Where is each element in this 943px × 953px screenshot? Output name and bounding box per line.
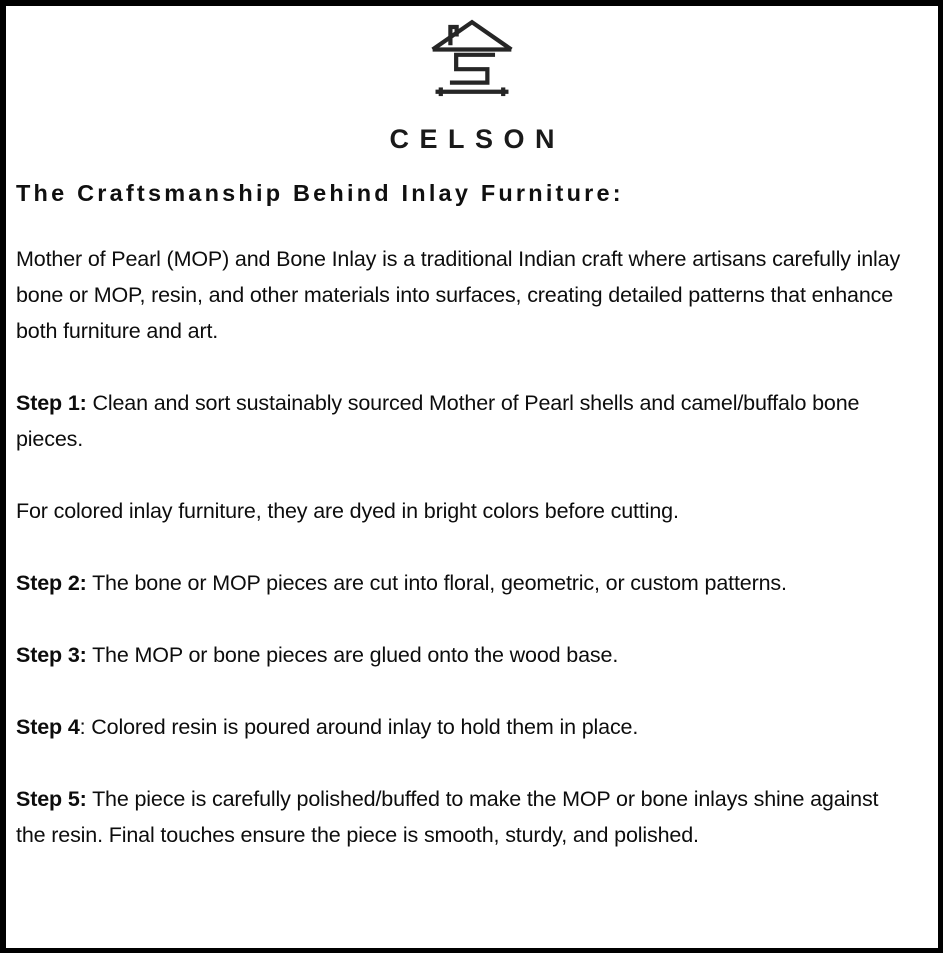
paragraph-text: Colored resin is poured around inlay to …: [85, 715, 639, 740]
paragraph-step-1: Step 1: Clean and sort sustainably sourc…: [16, 385, 906, 457]
step-label-colon: :: [79, 715, 86, 740]
paragraph-colored-note: For colored inlay furniture, they are dy…: [16, 493, 906, 529]
step-label: Step 3:: [16, 643, 87, 668]
page-title: The Craftsmanship Behind Inlay Furniture…: [16, 180, 624, 206]
paragraph-step-3: Step 3: The MOP or bone pieces are glued…: [16, 637, 906, 673]
paragraph-text: Clean and sort sustainably sourced Mothe…: [16, 391, 860, 452]
paragraph-text: The MOP or bone pieces are glued onto th…: [86, 643, 619, 668]
paragraph-step-5: Step 5: The piece is carefully polished/…: [16, 781, 906, 853]
step-label: Step 2:: [16, 571, 87, 596]
brand-header: CELSON: [6, 6, 938, 153]
step-label: Step 5:: [16, 787, 87, 812]
article-body: The Craftsmanship Behind Inlay Furniture…: [6, 179, 938, 853]
brand-wordmark: CELSON: [389, 124, 565, 154]
paragraph-step-2: Step 2: The bone or MOP pieces are cut i…: [16, 565, 906, 601]
paragraph-intro: Mother of Pearl (MOP) and Bone Inlay is …: [16, 241, 906, 349]
house-monogram-icon: [431, 19, 513, 97]
step-label: Step 4: [16, 715, 80, 740]
paragraph-text: The piece is carefully polished/buffed t…: [16, 787, 879, 848]
paragraph-text: Mother of Pearl (MOP) and Bone Inlay is …: [16, 247, 901, 344]
paragraph-text: For colored inlay furniture, they are dy…: [16, 499, 679, 524]
paragraph-text: The bone or MOP pieces are cut into flor…: [86, 571, 787, 596]
paragraph-step-4: Step 4: Colored resin is poured around i…: [16, 709, 906, 745]
step-label: Step 1:: [16, 391, 87, 416]
paragraph-list: Mother of Pearl (MOP) and Bone Inlay is …: [16, 241, 906, 853]
